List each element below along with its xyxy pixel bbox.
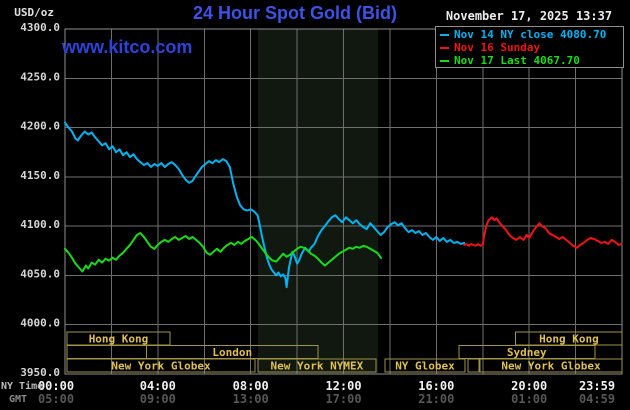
session-label: NY Globex — [395, 360, 455, 373]
session-box — [467, 358, 480, 373]
session-label: Sydney — [507, 346, 547, 359]
nov16-line — [463, 216, 623, 249]
session-label: New York Globex — [501, 360, 601, 373]
y-tick-label: 4100.0 — [20, 218, 60, 231]
ny-time-tick-label: 12:00 — [325, 379, 361, 393]
session-label: Hong Kong — [89, 333, 149, 346]
y-tick-label: 4200.0 — [20, 120, 60, 133]
session-box — [66, 358, 256, 373]
y-tick-label: 4000.0 — [20, 317, 60, 330]
session-box — [479, 358, 623, 373]
session-label: New York NYMEX — [271, 360, 364, 373]
legend-item-0: Nov 14 NY close 4080.70 — [440, 28, 623, 41]
legend-dash-icon — [440, 59, 449, 62]
ny-time-tick-label: 16:00 — [418, 379, 454, 393]
y-tick-label: 4300.0 — [20, 21, 60, 34]
gmt-tick-label: 05:00 — [38, 392, 74, 406]
ny-time-tick-label: 23:59 — [579, 379, 615, 393]
legend-item-label: Nov 17 Last 4067.70 — [454, 54, 580, 67]
legend-box: Nov 14 NY close 4080.70 Nov 16 Sunday Nov … — [435, 26, 624, 68]
ny-time-tick-label: 00:00 — [38, 379, 74, 393]
kitco-watermark: www.kitco.com — [62, 37, 193, 57]
session-box — [384, 358, 466, 373]
gmt-axis-label: GMT — [9, 394, 28, 405]
legend-item-2: Nov 17 Last 4067.70 — [440, 54, 623, 67]
gmt-tick-label: 21:00 — [418, 392, 454, 406]
nov17-line — [64, 232, 383, 273]
y-tick-label: 4150.0 — [20, 169, 60, 182]
gmt-tick-label: 04:59 — [579, 392, 615, 406]
legend-item-label: Nov 14 NY close 4080.70 — [454, 28, 607, 41]
session-label: New York Globex — [111, 360, 211, 373]
session-label: Hong Kong — [539, 333, 599, 346]
gmt-tick-label: 17:00 — [325, 392, 361, 406]
gmt-tick-label: 01:00 — [511, 392, 547, 406]
ny-time-tick-label: 04:00 — [140, 379, 176, 393]
y-tick-label: 3950.0 — [20, 366, 60, 379]
ny-time-tick-label: 08:00 — [233, 379, 269, 393]
nov14-line — [64, 121, 466, 289]
gmt-tick-label: 09:00 — [140, 392, 176, 406]
plot-border — [64, 28, 623, 375]
session-label: London — [212, 346, 252, 359]
chart-datetime: November 17, 2025 13:37 — [445, 9, 613, 23]
nymex-session-highlight — [257, 29, 379, 374]
y-tick-label: 4250.0 — [20, 70, 60, 83]
session-box — [257, 358, 377, 373]
page-title: 24 Hour Spot Gold (Bid) — [193, 3, 397, 23]
legend-item-label: Nov 16 Sunday — [454, 41, 541, 54]
legend-dash-icon — [440, 46, 449, 49]
y-axis-units-label: USD/oz — [14, 6, 54, 19]
ny-time-axis-label: NY Time — [1, 381, 44, 392]
y-tick-label: 4050.0 — [20, 267, 60, 280]
ny-time-tick-label: 20:00 — [511, 379, 547, 393]
gmt-tick-label: 13:00 — [233, 392, 269, 406]
session-box — [66, 345, 148, 359]
legend-dash-icon — [440, 33, 449, 36]
legend-item-1: Nov 16 Sunday — [440, 41, 623, 54]
